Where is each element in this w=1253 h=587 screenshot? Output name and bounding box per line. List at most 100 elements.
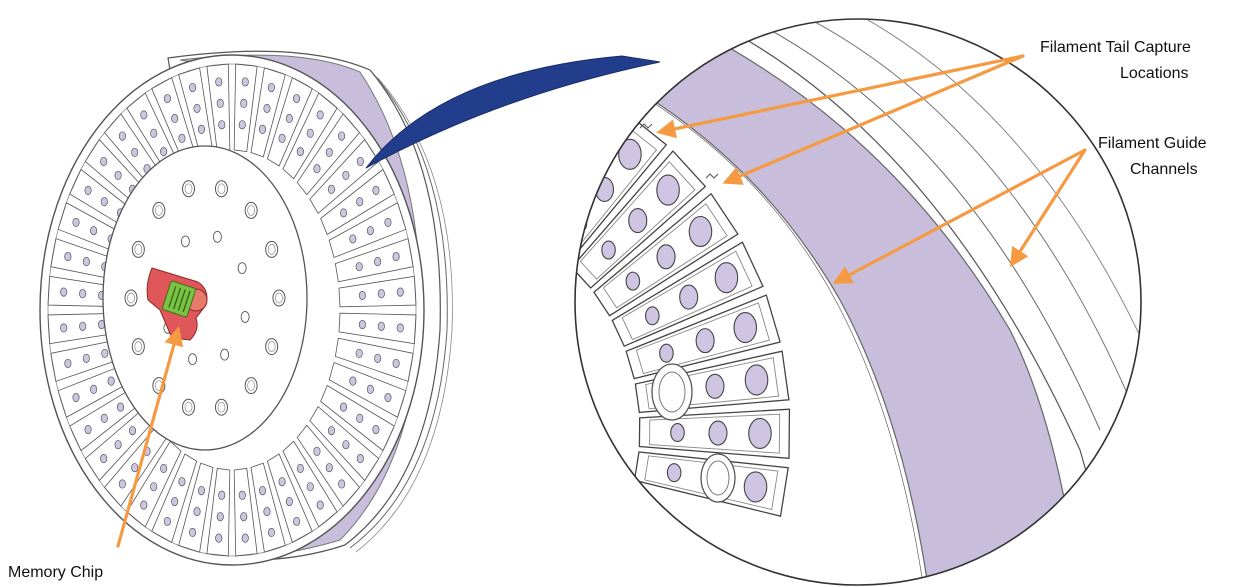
slot-hole — [372, 424, 380, 435]
slot-hole — [356, 413, 364, 423]
slot-hole — [193, 103, 201, 113]
zoom-slot-hole — [656, 244, 676, 270]
hub-hole — [265, 240, 279, 258]
tail-capture-arrow-1 — [656, 54, 1025, 139]
hub-hole — [272, 289, 286, 307]
zoom-slot-hole — [748, 417, 772, 450]
slot-hole — [189, 527, 197, 538]
slot-hole — [339, 402, 348, 412]
slot-hole — [118, 131, 126, 141]
slot-hole — [100, 197, 108, 207]
slot-hole — [342, 440, 350, 450]
slot-hole — [358, 290, 366, 300]
zoom-slot-hole — [714, 262, 739, 294]
label-filament-tail-capture: Filament Tail Capture — [1040, 39, 1191, 56]
slot-hole — [79, 321, 87, 331]
slot-hole — [267, 527, 275, 538]
slot-hole — [241, 533, 249, 543]
slot-hole — [392, 358, 400, 368]
zoom-slot-hole — [575, 109, 599, 141]
zoom-slot-hole — [625, 271, 641, 291]
hub-hole — [182, 398, 196, 416]
slot-hole — [218, 490, 226, 500]
zoom-slot-hole — [708, 420, 728, 446]
slot-hole — [356, 454, 364, 464]
guide-channel-arrow-1 — [832, 148, 1087, 284]
zoom-slot-hole — [688, 215, 713, 248]
hub-hole — [220, 348, 230, 361]
slot-hole — [197, 124, 206, 134]
slot-hole — [338, 479, 346, 489]
zoom-slot-hole — [659, 343, 674, 363]
zoom-slot-hole — [517, 133, 535, 157]
slot-hole — [377, 321, 385, 331]
zoom-slot-hole — [575, 151, 577, 177]
slot-hole — [160, 147, 168, 157]
slot-hole — [216, 98, 224, 108]
memory-chip-arrow — [116, 326, 184, 548]
slot-hole — [163, 94, 171, 104]
slot-hole — [140, 110, 148, 120]
slot-hole — [82, 257, 90, 267]
memory-chip — [146, 267, 208, 341]
slot-hole — [241, 77, 249, 87]
spool-slot — [233, 63, 258, 152]
slot-hole — [215, 77, 223, 87]
slot-hole — [325, 147, 333, 157]
slot-hole — [377, 289, 385, 299]
slot-hole — [258, 124, 267, 134]
zoom-slot-hole — [743, 471, 768, 503]
slot-hole — [193, 507, 201, 517]
slot-hole — [60, 323, 68, 333]
zoom-slot-hole — [670, 423, 685, 443]
slot-hole — [339, 208, 348, 218]
zoom-slot-hole — [469, 166, 483, 184]
spool-slot — [233, 468, 258, 557]
slot-hole — [116, 402, 125, 412]
hub-hole — [182, 180, 196, 198]
zoom-slot-hole — [744, 364, 769, 396]
slot-hole — [84, 424, 92, 435]
zoom-connector — [365, 55, 661, 169]
slot-hole — [189, 82, 197, 93]
slot-hole — [64, 252, 72, 262]
spool-full-view — [39, 50, 453, 566]
slot-hole — [374, 257, 382, 267]
slot-hole — [114, 170, 122, 180]
zoom-slot-hole — [645, 306, 660, 326]
slot-hole — [355, 348, 363, 358]
label-filament-guide-channels-line2: Channels — [1130, 161, 1198, 178]
slot-hole — [356, 156, 364, 166]
hub-hole — [214, 180, 228, 198]
label-filament-tail-capture-line2: Locations — [1120, 65, 1189, 82]
slot-hole — [163, 516, 171, 526]
slot-hole — [178, 477, 186, 487]
slot-hole — [171, 496, 179, 507]
slot-hole — [150, 128, 158, 138]
slot-hole — [327, 184, 336, 194]
slot-hole — [306, 482, 314, 492]
hub-hole — [124, 289, 138, 307]
zoom-slot-hole — [541, 192, 555, 210]
slot-hole — [72, 393, 80, 403]
slot-hole — [238, 490, 246, 500]
slot-hole — [349, 234, 357, 244]
zoom-filament-band — [619, 19, 1081, 585]
slot-hole — [90, 384, 98, 394]
slot-hole — [355, 262, 363, 272]
slot-hole — [278, 133, 286, 143]
slot-hole — [79, 289, 87, 299]
label-filament-guide-channels: Filament Guide — [1098, 135, 1207, 152]
slot-hole — [160, 463, 168, 473]
guide-channel-arrow-2 — [1009, 148, 1087, 268]
zoom-slot-hole — [733, 312, 758, 344]
slot-hole — [150, 482, 158, 492]
spool-slot — [206, 468, 231, 557]
slot-hole — [197, 486, 206, 496]
slot-hole — [285, 496, 293, 507]
slot-hole — [267, 82, 275, 93]
slot-hole — [296, 147, 304, 157]
slot-hole — [384, 393, 392, 403]
label-memory-chip: Memory Chip — [8, 564, 103, 581]
